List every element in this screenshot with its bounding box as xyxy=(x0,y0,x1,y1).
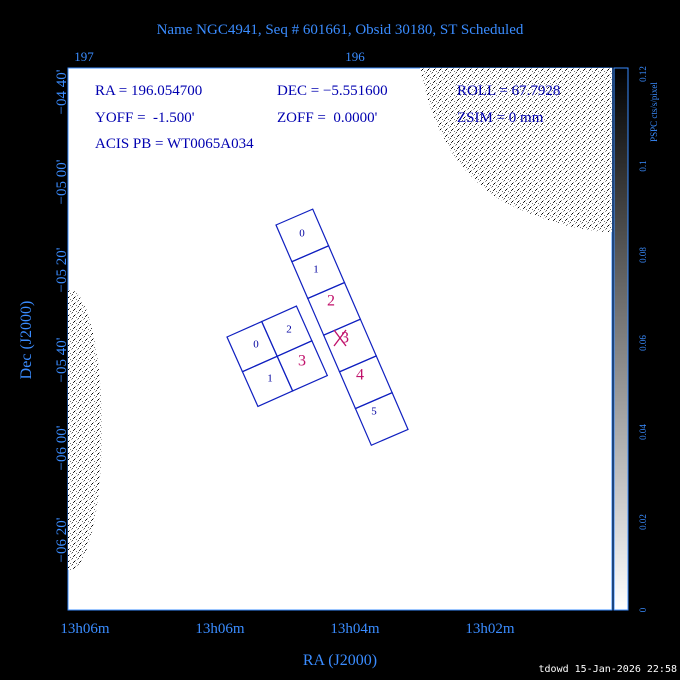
info-acis: ACIS PB = WT0065A034 xyxy=(95,136,254,152)
colorbar-tick: 0.08 xyxy=(638,247,648,263)
x-axis-label: RA (J2000) xyxy=(303,652,377,669)
chip-label: 1 xyxy=(267,373,273,385)
colorbar-tick: 0.06 xyxy=(638,335,648,351)
chip-label: 2 xyxy=(286,324,292,336)
x-tick: 13h04m xyxy=(330,621,380,637)
acis-i-array xyxy=(226,305,329,408)
info-zoff: ZOFF = 0.0000' xyxy=(277,110,378,126)
chip-label: 2 xyxy=(327,293,335,310)
x-tick: 13h02m xyxy=(465,621,515,637)
top-tick: 196 xyxy=(345,49,365,64)
colorbar-ticks: 0 0.02 0.04 0.06 0.08 0.1 0.12 PSPC cts/… xyxy=(638,66,659,612)
info-roll: ROLL = 67.7928 xyxy=(457,83,560,99)
left-ticks: −04 40' −05 00' −05 20' −05 40' −06 00' … xyxy=(18,69,70,562)
colorbar-tick: 0 xyxy=(638,607,648,612)
y-tick: −04 40' xyxy=(54,69,70,114)
y-tick: −05 00' xyxy=(54,159,70,204)
y-tick: −06 20' xyxy=(54,517,70,562)
chip-label: 3 xyxy=(341,330,349,347)
colorbar xyxy=(613,67,629,611)
y-tick: −06 00' xyxy=(54,425,70,470)
y-tick: −05 20' xyxy=(54,247,70,292)
acis-s-array xyxy=(275,208,409,447)
aimpoint xyxy=(333,329,347,347)
colorbar-tick: 0.02 xyxy=(638,514,648,530)
top-tick: 197 xyxy=(74,49,94,64)
x-tick: 13h06m xyxy=(195,621,245,637)
chip-label: 0 xyxy=(253,339,259,351)
info-zsim: ZSIM = 0 mm xyxy=(457,110,544,126)
colorbar-tick: 0.1 xyxy=(638,160,648,171)
chip-label: 5 xyxy=(371,406,377,418)
chip-label: 3 xyxy=(298,353,306,370)
x-tick: 13h06m xyxy=(60,621,110,637)
info-yoff: YOFF = -1.500' xyxy=(95,110,195,126)
info-dec: DEC = −5.551600 xyxy=(277,83,388,99)
title: Name NGC4941, Seq # 601661, Obsid 30180,… xyxy=(157,22,524,38)
colorbar-tick: 0.12 xyxy=(638,66,648,82)
footer: tdowd 15-Jan-2026 22:58 xyxy=(539,664,677,675)
y-axis-label: Dec (J2000) xyxy=(18,301,35,380)
chip-label: 0 xyxy=(299,228,305,240)
chip xyxy=(276,340,329,392)
colorbar-tick: 0.04 xyxy=(638,424,648,440)
info-ra: RA = 196.054700 xyxy=(95,83,202,99)
diffuse-emission xyxy=(68,68,612,570)
chip xyxy=(354,391,409,447)
chip-label: 1 xyxy=(313,264,319,276)
y-tick: −05 40' xyxy=(54,337,70,382)
colorbar-label: PSPC cts/s/pixel xyxy=(649,82,659,142)
chip-label: 4 xyxy=(356,367,364,384)
